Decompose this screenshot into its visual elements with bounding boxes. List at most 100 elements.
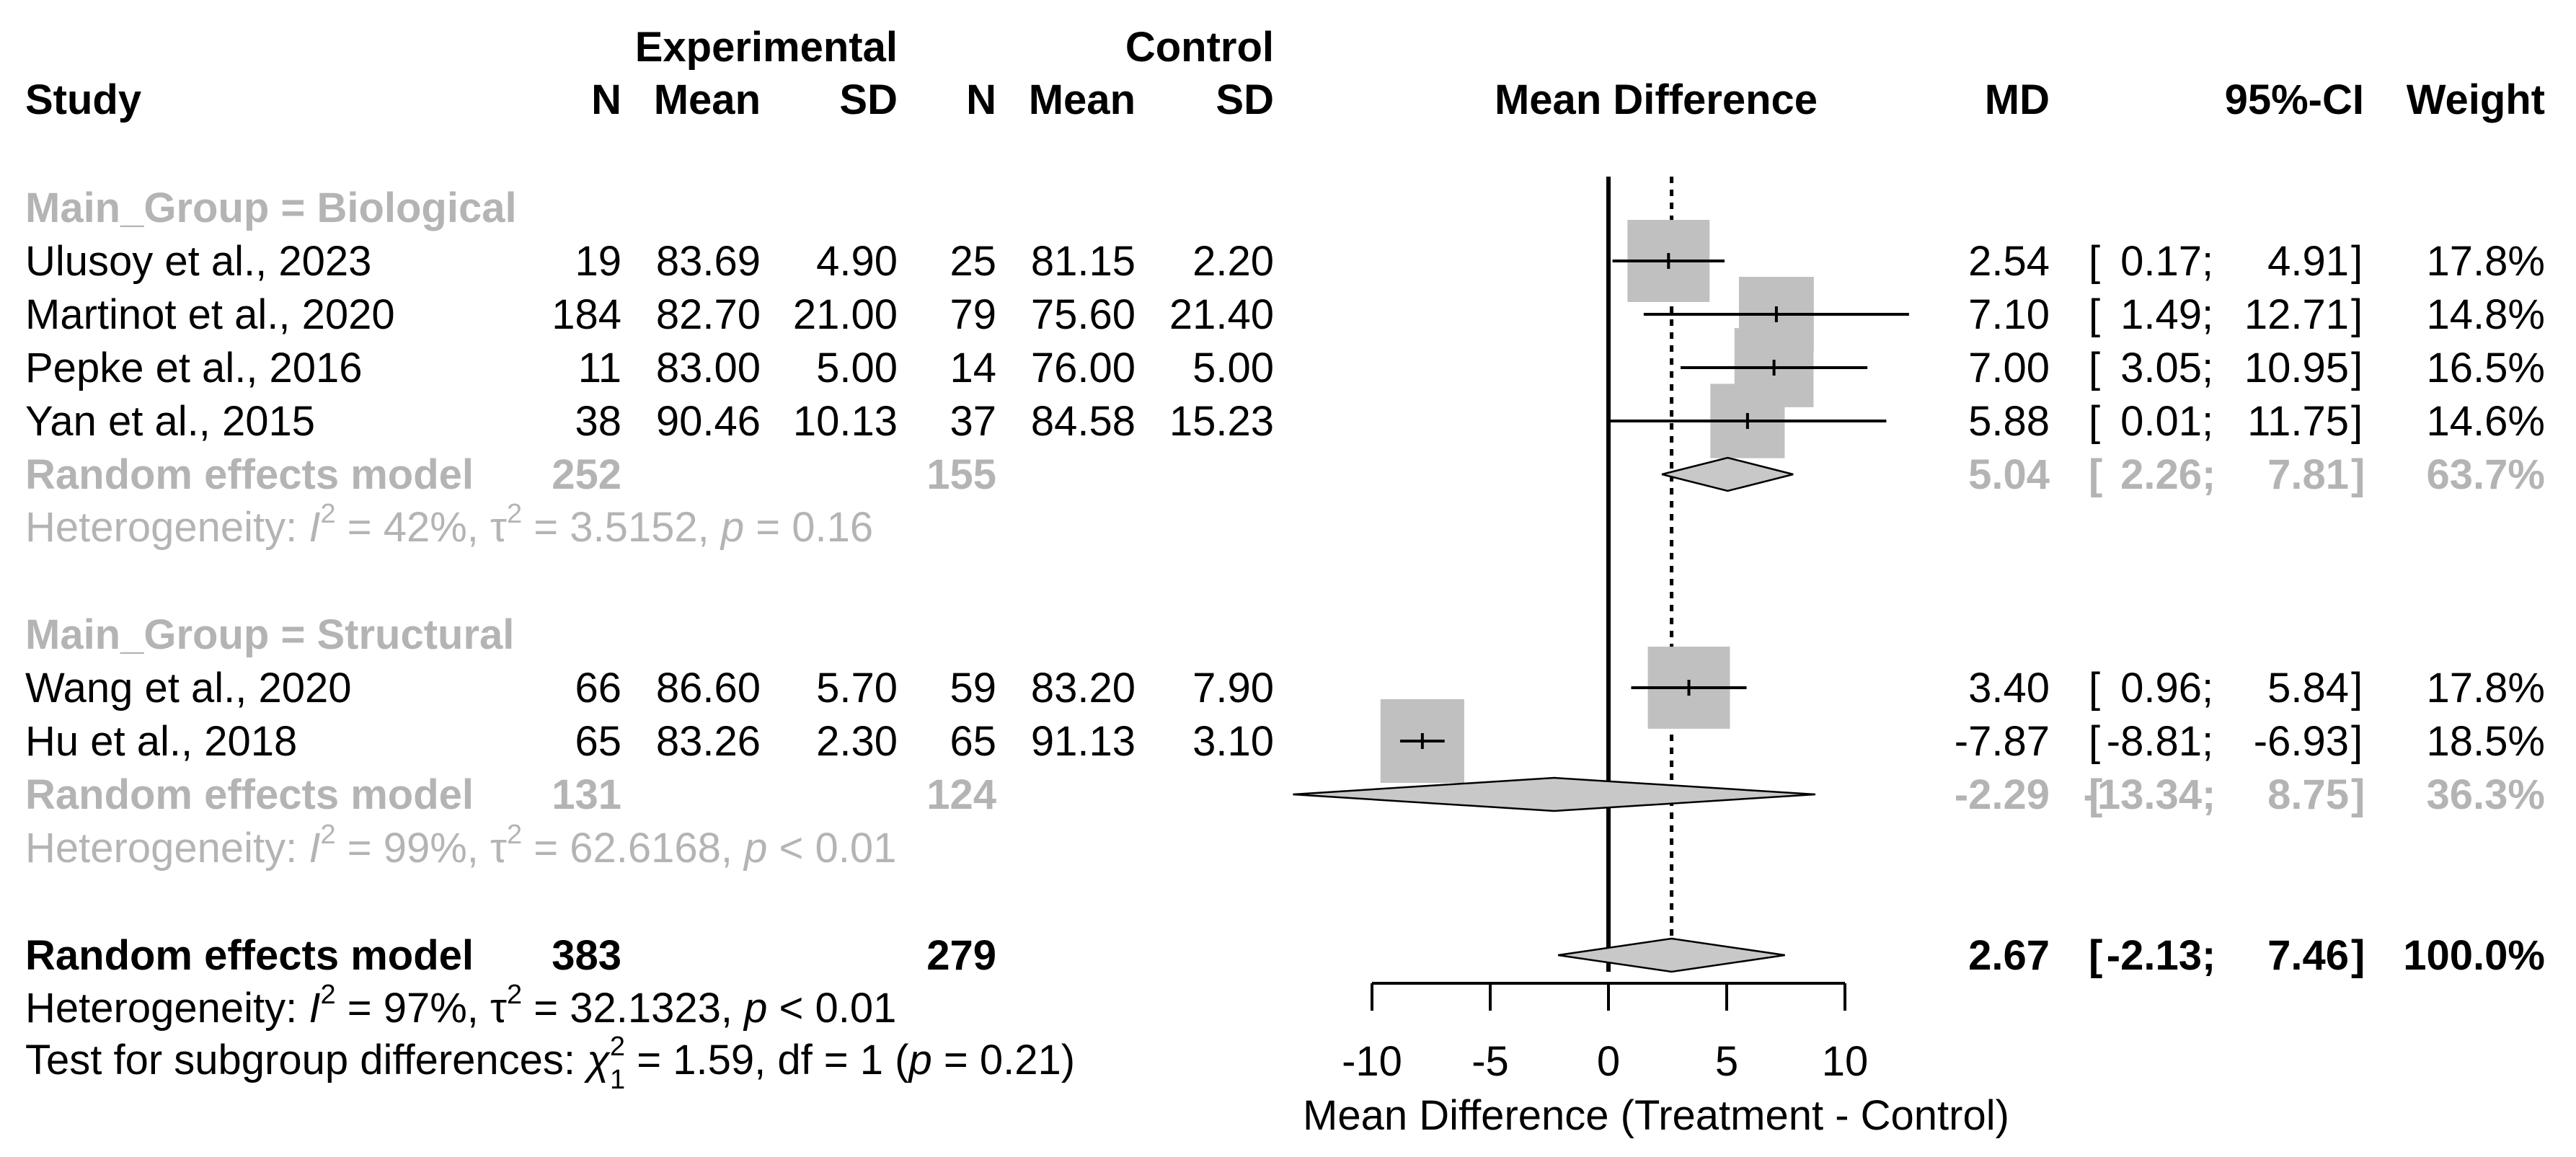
header-md: MD	[1985, 76, 2050, 123]
model-ci-lower: -13.34	[2084, 771, 2202, 818]
model-md: 2.67	[1968, 932, 2050, 979]
model-weight: 63.7%	[2427, 451, 2545, 498]
het-i2: = 97%,	[336, 985, 490, 1032]
het-p: = 0.16	[744, 504, 873, 551]
header-experimental: Experimental	[635, 24, 898, 71]
study-mark	[1608, 384, 1887, 458]
ci-open-bracket: [	[2089, 932, 2102, 979]
weight-value: 18.5%	[2427, 718, 2545, 765]
study-row-yan: Yan et al., 2015 38 90.46 10.13 37 84.58…	[25, 398, 2545, 445]
model-row-structural: Random effects model 131 124 -2.29 [ -13…	[25, 771, 2545, 818]
exp-n: 65	[575, 718, 621, 765]
ctl-n: 79	[950, 291, 996, 338]
ci-close-bracket: ]	[2351, 665, 2363, 712]
ci-separator: ;	[2202, 238, 2213, 285]
header-ci: 95%-CI	[2225, 76, 2364, 123]
header-control: Control	[1125, 24, 1274, 71]
model-ctl-n: 124	[926, 771, 996, 818]
header-weight: Weight	[2407, 76, 2545, 123]
study-row-hu: Hu et al., 2018 65 83.26 2.30 65 91.13 3…	[25, 718, 2545, 765]
het-i2: = 42%,	[336, 504, 490, 551]
header-ctl-sd: SD	[1216, 76, 1274, 123]
md-value: 7.10	[1968, 291, 2050, 338]
ci-open-bracket: [	[2089, 291, 2100, 338]
test-p: = 0.21)	[932, 1037, 1075, 1083]
ci-separator: ;	[2202, 932, 2216, 979]
study-row-martinot: Martinot et al., 2020 184 82.70 21.00 79…	[25, 291, 2545, 338]
ctl-n: 37	[950, 398, 996, 445]
exp-sd: 4.90	[816, 238, 898, 285]
model-label: Random effects model	[25, 771, 474, 818]
ctl-n: 59	[950, 665, 996, 712]
ctl-sd: 5.00	[1192, 345, 1274, 391]
exp-n: 19	[575, 238, 621, 285]
model-ctl-n: 155	[926, 451, 996, 498]
ci-close-bracket: ]	[2351, 718, 2363, 765]
ci-open-bracket: [	[2089, 398, 2100, 445]
het-prefix: Heterogeneity:	[25, 825, 309, 872]
ctl-sd: 21.40	[1169, 291, 1274, 338]
ci-upper: 10.95	[2244, 345, 2349, 391]
het-prefix: Heterogeneity:	[25, 504, 309, 551]
ci-lower: 0.01	[2120, 398, 2202, 445]
md-value: -7.87	[1955, 718, 2050, 765]
ci-close-bracket: ]	[2351, 291, 2363, 338]
exp-mean: 86.60	[656, 665, 761, 712]
ci-close-bracket: ]	[2351, 238, 2363, 285]
ctl-mean: 91.13	[1031, 718, 1136, 765]
exp-n: 38	[575, 398, 621, 445]
ci-separator: ;	[2202, 718, 2213, 765]
exp-mean: 90.46	[656, 398, 761, 445]
heterogeneity-overall: Heterogeneity: I2 = 97%, τ2 = 32.1323, p…	[25, 980, 896, 1032]
study-mark	[1612, 220, 1725, 302]
ci-separator: ;	[2202, 771, 2216, 818]
exp-mean: 83.00	[656, 345, 761, 391]
model-ci-lower: 2.26	[2120, 451, 2202, 498]
ci-lower: -8.81	[2107, 718, 2202, 765]
model-md: 5.04	[1968, 451, 2050, 498]
x-axis: -10 -5 0 5 10	[1342, 982, 1869, 1085]
x-tick-label: 10	[1822, 1038, 1869, 1085]
ctl-mean: 84.58	[1031, 398, 1136, 445]
het-tau2: = 32.1323,	[522, 985, 744, 1032]
model-exp-n: 252	[552, 451, 621, 498]
model-weight: 100.0%	[2403, 932, 2545, 979]
ctl-n: 65	[950, 718, 996, 765]
study-name: Hu et al., 2018	[25, 718, 297, 765]
subgroup-test: Test for subgroup differences: χ2 1 = 1.5…	[25, 1032, 1075, 1095]
x-tick-label: -5	[1471, 1038, 1509, 1085]
weight-value: 17.8%	[2427, 665, 2545, 712]
exp-n: 184	[552, 291, 621, 338]
md-value: 3.40	[1968, 665, 2050, 712]
ci-lower: 1.49	[2120, 291, 2202, 338]
ci-open-bracket: [	[2089, 665, 2100, 712]
exp-n: 11	[578, 345, 621, 391]
x-tick-label: 5	[1715, 1038, 1738, 1085]
study-mark	[1631, 647, 1747, 729]
ci-upper: 5.84	[2267, 665, 2349, 712]
ctl-n: 14	[950, 345, 996, 391]
ci-open-bracket: [	[2089, 771, 2102, 818]
study-name: Yan et al., 2015	[25, 398, 315, 445]
ci-separator: ;	[2202, 291, 2213, 338]
model-exp-n: 131	[552, 771, 621, 818]
study-name: Ulusoy et al., 2023	[25, 238, 371, 285]
ci-close-bracket: ]	[2351, 932, 2365, 979]
ctl-sd: 2.20	[1192, 238, 1274, 285]
header-ctl-n: N	[966, 76, 996, 123]
ci-lower: 0.96	[2120, 665, 2202, 712]
pooled-diamond-overall	[1557, 937, 1785, 973]
study-name: Martinot et al., 2020	[25, 291, 395, 338]
ci-upper: 12.71	[2244, 291, 2349, 338]
model-exp-n: 383	[552, 932, 621, 979]
ci-upper: 11.75	[2247, 398, 2349, 445]
x-axis-label: Mean Difference (Treatment - Control)	[1303, 1092, 2009, 1139]
model-ctl-n: 279	[926, 932, 996, 979]
md-value: 2.54	[1968, 238, 2050, 285]
weight-value: 14.8%	[2427, 291, 2545, 338]
ctl-n: 25	[950, 238, 996, 285]
exp-n: 66	[575, 665, 621, 712]
ctl-sd: 3.10	[1192, 718, 1274, 765]
study-row-wang: Wang et al., 2020 66 86.60 5.70 59 83.20…	[25, 665, 2545, 712]
